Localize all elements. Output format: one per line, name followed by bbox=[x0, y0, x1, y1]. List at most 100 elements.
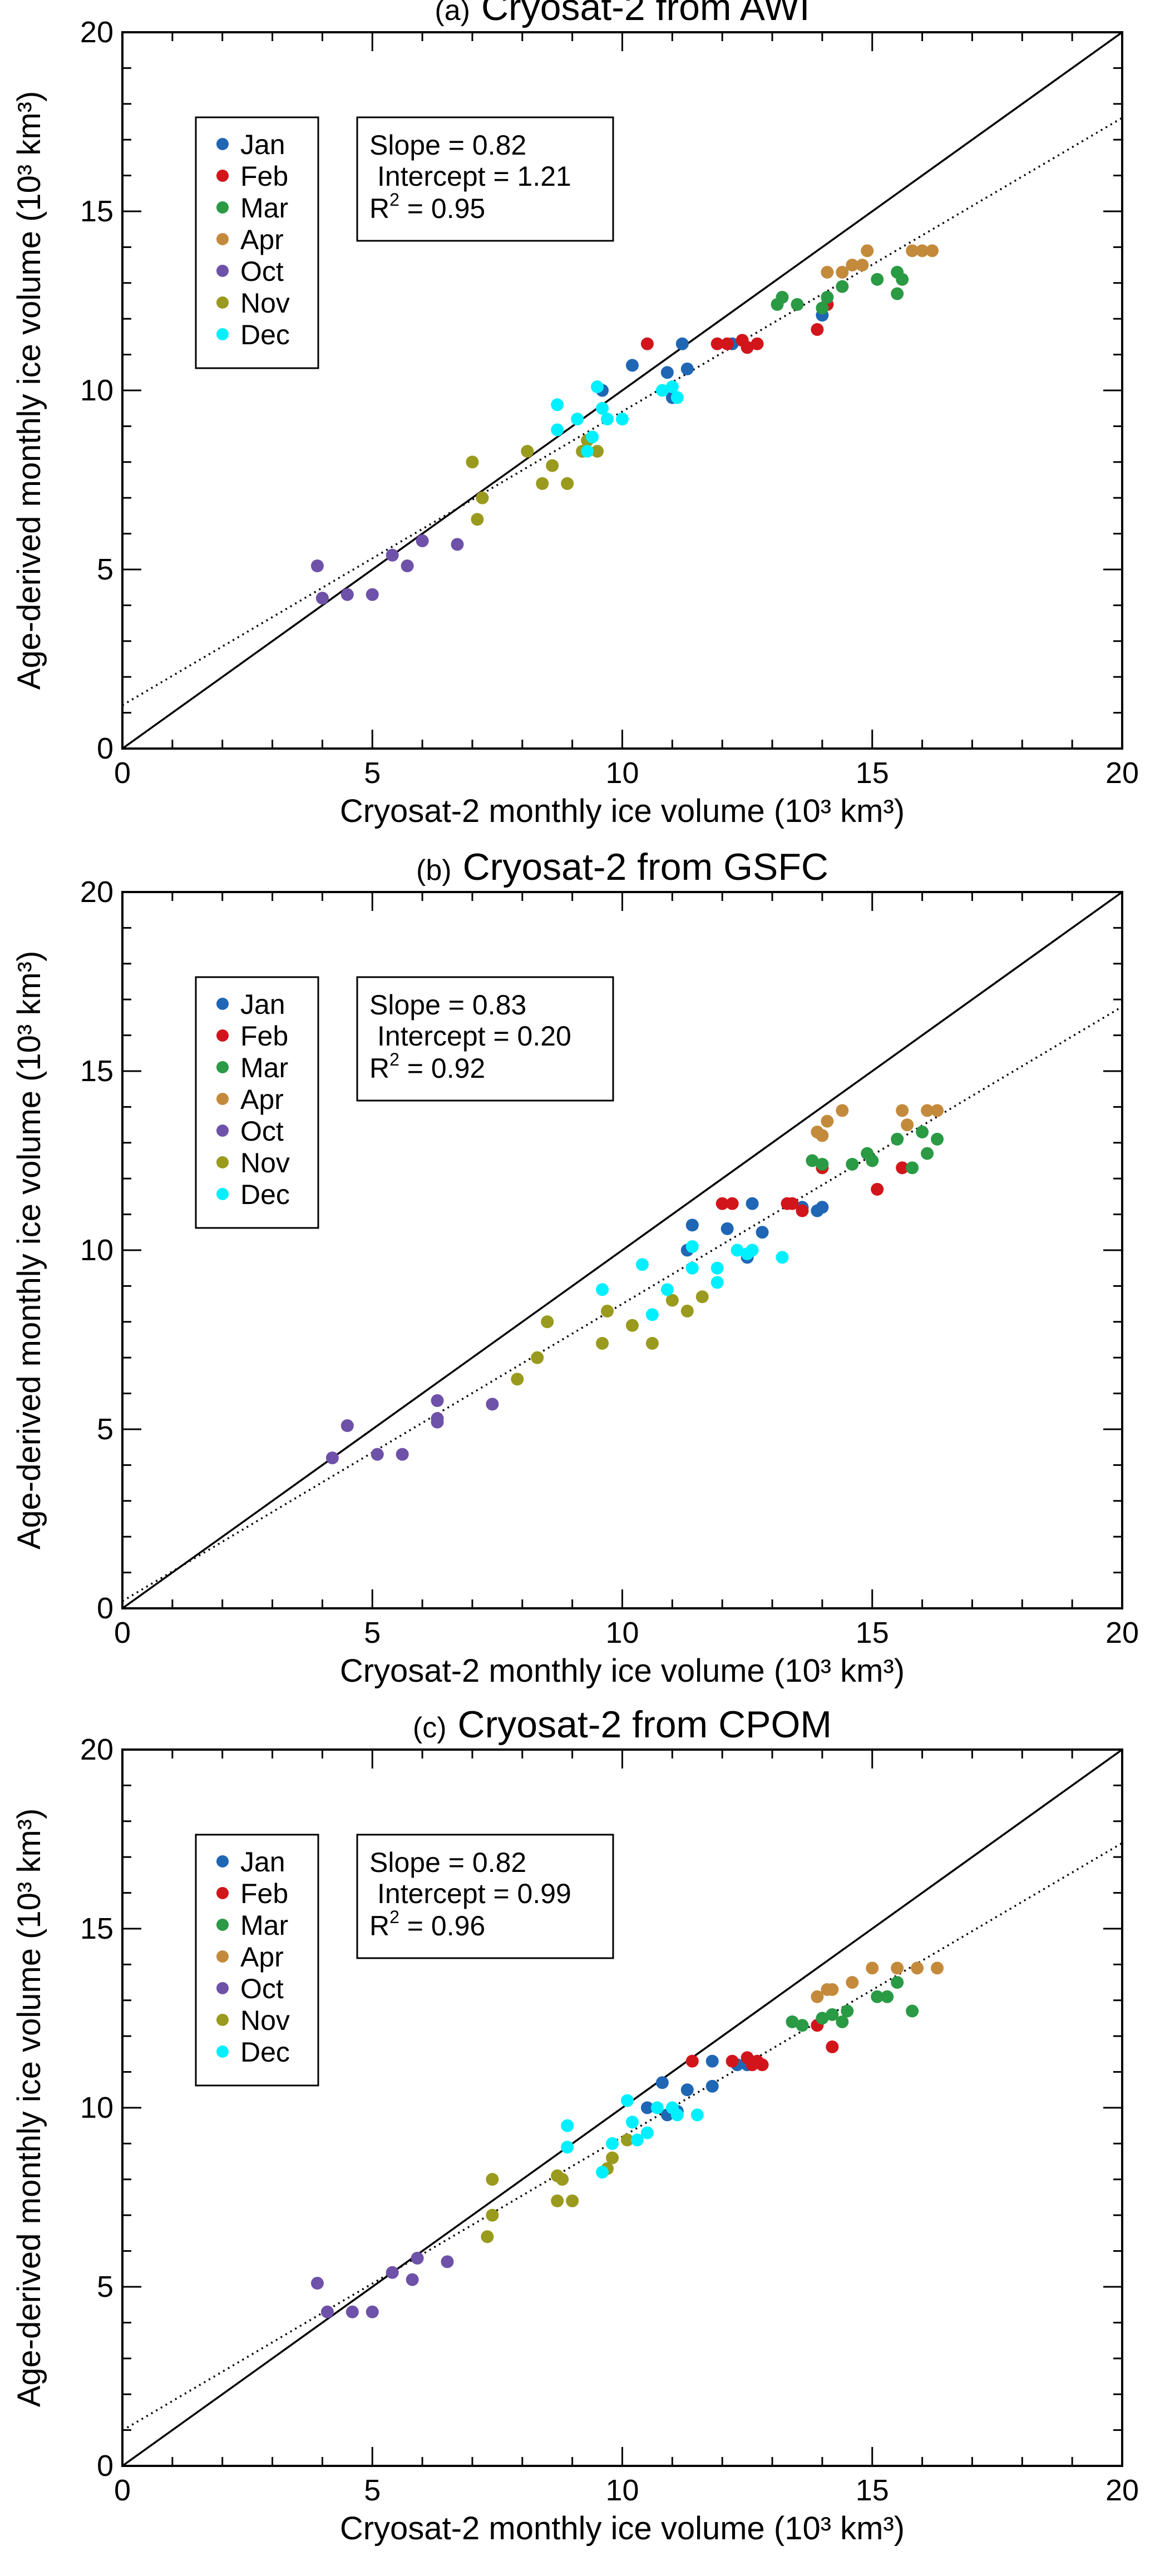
data-point-mar bbox=[786, 2015, 799, 2028]
data-point-mar bbox=[846, 1157, 859, 1171]
data-point-dec bbox=[660, 1283, 674, 1296]
data-point-feb bbox=[871, 1183, 884, 1196]
data-point-dec bbox=[670, 2108, 684, 2122]
data-point-nov bbox=[486, 2173, 499, 2186]
y-tick-label: 10 bbox=[80, 2091, 113, 2124]
data-point-nov bbox=[521, 444, 534, 458]
y-tick-label: 0 bbox=[97, 732, 113, 765]
data-point-feb bbox=[751, 337, 764, 350]
legend-marker-dec bbox=[216, 328, 229, 340]
data-point-dec bbox=[645, 1308, 659, 1321]
r2-exponent: 2 bbox=[389, 190, 399, 210]
data-point-nov bbox=[695, 1290, 709, 1304]
legend-label-dec: Dec bbox=[240, 319, 290, 350]
data-point-nov bbox=[536, 477, 549, 490]
legend-label-oct: Oct bbox=[240, 1973, 284, 2004]
stats-frame bbox=[356, 976, 614, 1102]
legend-box bbox=[195, 116, 319, 369]
y-tick-label: 0 bbox=[97, 1592, 113, 1625]
x-tick-label: 15 bbox=[856, 2474, 889, 2507]
data-point-jan bbox=[680, 362, 694, 375]
stats-slope: Slope = 0.83 bbox=[369, 989, 526, 1021]
data-point-jan bbox=[675, 337, 689, 350]
x-tick-label: 5 bbox=[364, 756, 381, 790]
data-point-apr bbox=[816, 1129, 829, 1142]
legend-marker-nov bbox=[216, 296, 229, 309]
stats-intercept: Intercept = 0.20 bbox=[377, 1021, 571, 1052]
data-point-mar bbox=[791, 298, 804, 311]
legend-label-nov: Nov bbox=[240, 288, 290, 319]
data-point-feb bbox=[725, 2054, 739, 2068]
data-point-jan bbox=[685, 1218, 699, 1232]
data-point-apr bbox=[926, 244, 939, 257]
data-point-mar bbox=[871, 1990, 884, 2003]
data-point-dec bbox=[591, 380, 604, 394]
legend-label-jan: Jan bbox=[240, 989, 285, 1020]
series-dec bbox=[551, 380, 684, 458]
data-point-nov bbox=[556, 2173, 569, 2186]
data-point-apr bbox=[821, 265, 834, 279]
data-point-nov bbox=[546, 459, 559, 472]
data-point-apr bbox=[826, 1983, 839, 1996]
data-point-dec bbox=[690, 2108, 704, 2122]
data-point-mar bbox=[866, 1154, 879, 1167]
data-point-nov bbox=[466, 455, 479, 469]
stats-slope: Slope = 0.82 bbox=[369, 1847, 526, 1878]
data-point-mar bbox=[896, 273, 909, 286]
x-tick-label: 10 bbox=[605, 2474, 639, 2507]
data-point-nov bbox=[625, 1319, 639, 1332]
x-axis-label: Cryosat-2 monthly ice volume (10³ km³) bbox=[340, 2510, 905, 2547]
data-point-jan bbox=[746, 1197, 759, 1210]
y-tick-label: 20 bbox=[80, 16, 113, 49]
data-point-apr bbox=[856, 259, 869, 272]
series-apr bbox=[811, 1961, 944, 2003]
x-tick-label: 5 bbox=[364, 1616, 381, 1649]
x-tick-label: 20 bbox=[1105, 756, 1139, 790]
data-point-apr bbox=[931, 1961, 944, 1975]
data-point-nov bbox=[665, 1294, 679, 1307]
data-point-apr bbox=[931, 1104, 944, 1117]
data-point-mar bbox=[891, 1132, 904, 1146]
data-point-dec bbox=[616, 413, 629, 426]
r2-exponent: 2 bbox=[389, 1049, 399, 1069]
panel-label: (b) bbox=[416, 854, 452, 886]
data-point-nov bbox=[566, 2194, 579, 2207]
data-point-dec bbox=[561, 2119, 574, 2132]
series-mar bbox=[771, 265, 909, 315]
legend-label-oct: Oct bbox=[240, 1116, 284, 1147]
data-point-oct bbox=[416, 534, 429, 547]
chart-panel-1: (a) Cryosat-2 from AWI 0 5 10 15 20 0 5 10 15 20 Cry… bbox=[11, 0, 1139, 829]
y-tick-label: 5 bbox=[97, 1413, 113, 1446]
data-point-oct bbox=[366, 588, 379, 601]
data-point-apr bbox=[906, 244, 919, 257]
data-point-oct bbox=[310, 2277, 324, 2290]
data-point-dec bbox=[625, 2116, 639, 2129]
data-point-apr bbox=[846, 259, 859, 272]
data-point-apr bbox=[836, 265, 849, 279]
data-point-mar bbox=[906, 1161, 919, 1175]
data-point-dec bbox=[655, 384, 669, 397]
data-point-feb bbox=[796, 1204, 809, 1217]
data-point-mar bbox=[921, 1147, 934, 1160]
r2-value: = 0.96 bbox=[399, 1910, 485, 1941]
y-axis-label: Age-derived monthly ice volume (10³ km³) bbox=[11, 951, 47, 1550]
data-point-jan bbox=[655, 2076, 669, 2089]
y-tick-label: 15 bbox=[80, 1054, 113, 1088]
series-apr bbox=[811, 1104, 944, 1142]
data-point-feb bbox=[715, 1197, 729, 1210]
data-point-nov bbox=[561, 477, 574, 490]
data-point-apr bbox=[921, 1104, 934, 1117]
x-tick-label: 10 bbox=[605, 756, 639, 790]
data-point-feb bbox=[741, 341, 754, 354]
x-tick-label: 0 bbox=[114, 1616, 131, 1649]
data-point-dec bbox=[746, 1244, 759, 1257]
data-point-dec bbox=[606, 2137, 619, 2150]
data-point-feb bbox=[685, 2054, 699, 2068]
data-point-oct bbox=[406, 2273, 419, 2286]
one-to-one-line bbox=[122, 1750, 1122, 2466]
y-tick-label: 20 bbox=[80, 875, 113, 909]
x-tick-label: 15 bbox=[856, 756, 889, 790]
data-point-dec bbox=[596, 1283, 609, 1296]
data-point-feb bbox=[811, 323, 824, 336]
data-point-jan bbox=[705, 2054, 719, 2068]
